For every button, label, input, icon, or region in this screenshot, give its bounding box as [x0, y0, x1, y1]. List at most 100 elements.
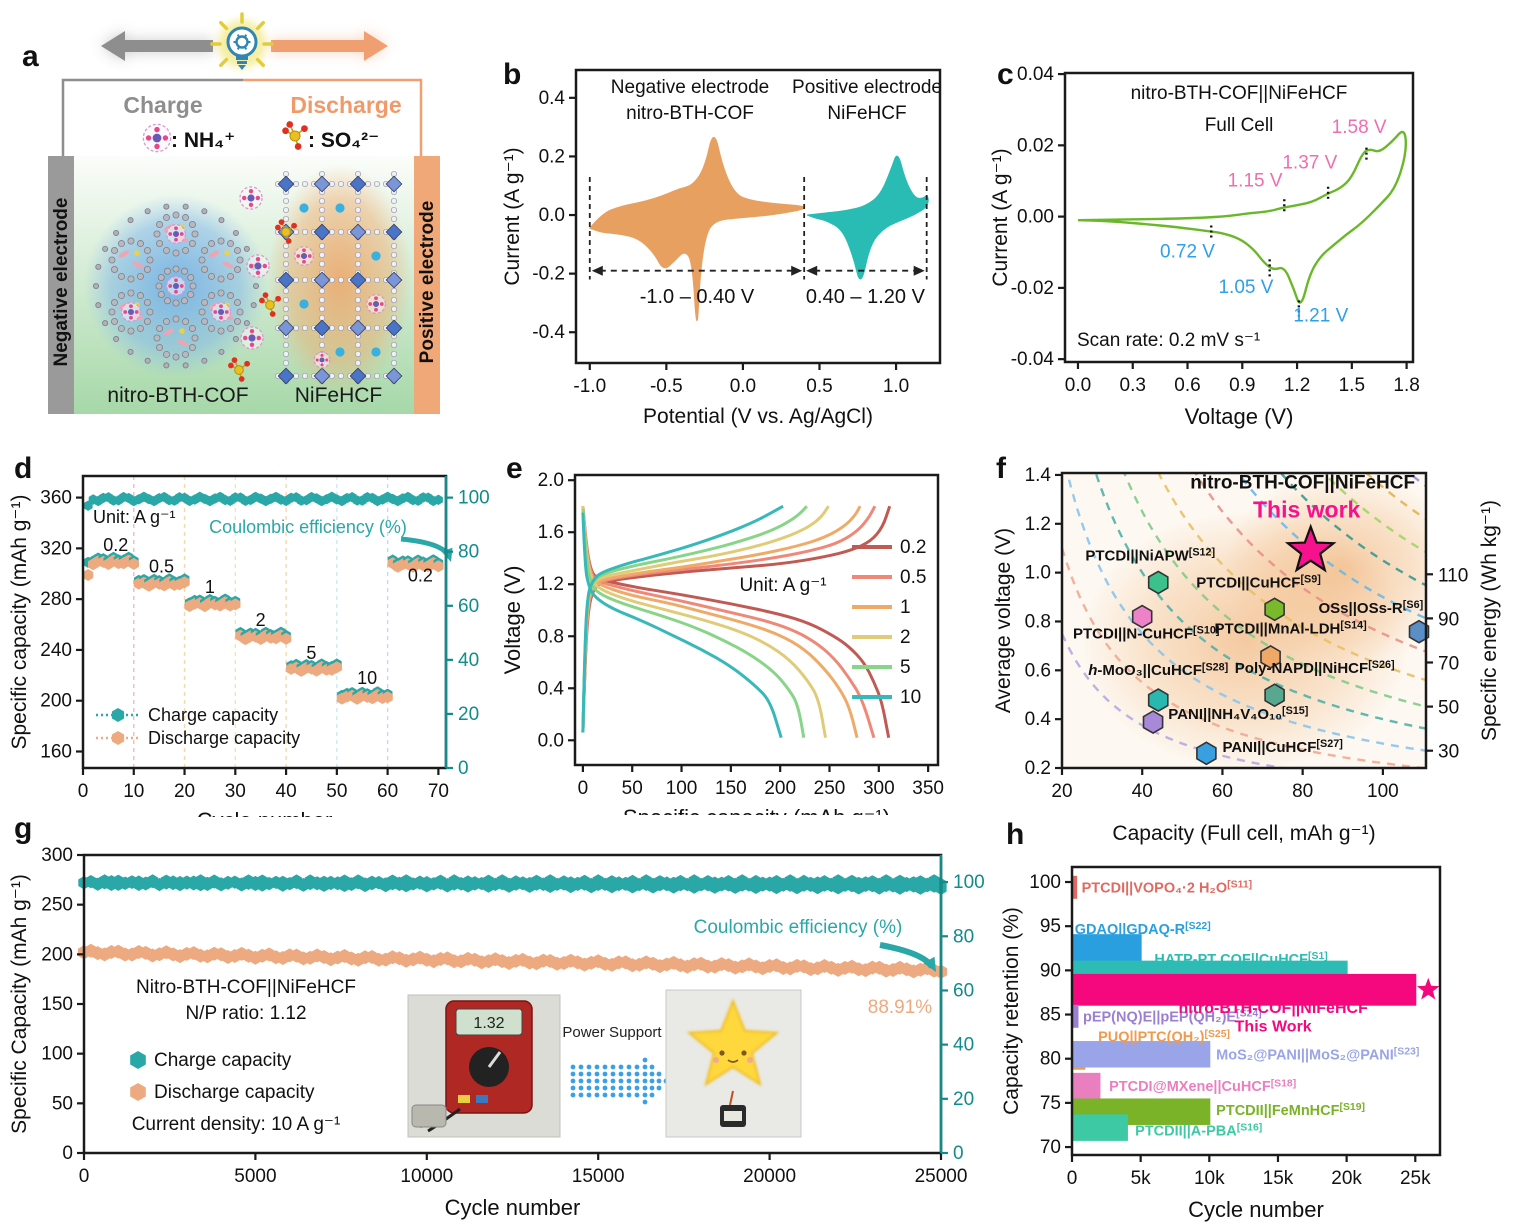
svg-text:50: 50 [52, 1093, 73, 1114]
nh4-ion-icon [246, 254, 270, 278]
svg-text:0: 0 [578, 778, 589, 799]
svg-text:0: 0 [62, 1143, 73, 1164]
svg-text:Discharge capacity: Discharge capacity [154, 1082, 315, 1103]
svg-text:50: 50 [1438, 698, 1459, 719]
svg-text:nitro-BTH-COF: nitro-BTH-COF [626, 103, 754, 124]
svg-text:10k: 10k [1194, 1168, 1225, 1189]
x-axis-ticks: 0 50 100 150 200 250 300 350 [578, 765, 944, 799]
panel-c-full-cell-cv-chart: 1.15 V 1.37 V 1.58 V 0.72 V 1.05 V 1.21 V nitr… [985, 55, 1517, 437]
x-axis-ticks: 0 5k 10k 15k 20k 25k [1067, 1155, 1431, 1189]
svg-text:0.0: 0.0 [538, 730, 564, 751]
svg-text:5000: 5000 [234, 1166, 276, 1187]
svg-text:pEP(NQ)E||pEP(QH₂)E[S24]: pEP(NQ)E||pEP(QH₂)E[S24] [1083, 1009, 1262, 1026]
panel-label-b: b [503, 58, 522, 91]
svg-text:250: 250 [814, 778, 846, 799]
svg-text:1.0: 1.0 [1025, 563, 1051, 584]
svg-text:Poly-NAPD||NiHCF[S26]: Poly-NAPD||NiHCF[S26] [1235, 659, 1395, 677]
svg-text:This work: This work [1253, 497, 1361, 523]
x-axis-ticks: 0 5000 10000 15000 20000 25000 [79, 1153, 968, 1187]
svg-text:PTCDII||A-PBA[S16]: PTCDII||A-PBA[S16] [1135, 1122, 1262, 1139]
charge-label: Charge [123, 92, 203, 118]
svg-text:Coulombic efficiency (%): Coulombic efficiency (%) [209, 517, 407, 537]
svg-text:Specific capacity (mAh g⁻¹): Specific capacity (mAh g⁻¹) [8, 495, 31, 750]
svg-text:60: 60 [1212, 781, 1233, 802]
svg-text:20: 20 [458, 704, 479, 725]
svg-text:0.3: 0.3 [1120, 375, 1146, 396]
svg-text:Coulombic efficiency (%): Coulombic efficiency (%) [694, 917, 903, 938]
light-bulb-icon [210, 12, 274, 70]
y2-axis-ticks: 0 20 40 60 80 100 [941, 872, 985, 1164]
svg-text:-1.0 – 0.40 V: -1.0 – 0.40 V [640, 286, 755, 308]
svg-text:-0.5: -0.5 [650, 376, 683, 397]
svg-text:-0.04: -0.04 [1011, 349, 1055, 370]
svg-text:Charge capacity: Charge capacity [148, 705, 278, 725]
svg-text:0.0: 0.0 [1065, 375, 1091, 396]
svg-text:PTCDI||CuHCF[S9]: PTCDI||CuHCF[S9] [1196, 573, 1321, 591]
panel-label-d: d [14, 452, 33, 485]
svg-text:1.2: 1.2 [1025, 514, 1051, 535]
svg-text:0.2: 0.2 [103, 535, 128, 555]
svg-text:-0.2: -0.2 [532, 264, 565, 285]
svg-text:88.91%: 88.91% [868, 997, 933, 1018]
svg-text:Current (A g⁻¹): Current (A g⁻¹) [501, 147, 524, 285]
svg-text:Full Cell: Full Cell [1205, 115, 1274, 136]
svg-text:0.2: 0.2 [1025, 758, 1051, 779]
svg-text:10: 10 [900, 687, 921, 708]
y-axis-ticks: -0.04 -0.02 0.00 0.02 0.04 [1011, 64, 1065, 370]
svg-text:0.40 – 1.20 V: 0.40 – 1.20 V [806, 286, 926, 308]
svg-text:50: 50 [622, 778, 643, 799]
svg-text:15k: 15k [1263, 1168, 1294, 1189]
cof-structure-art [84, 194, 268, 378]
svg-text:Specific energy (Wh kg⁻¹): Specific energy (Wh kg⁻¹) [1478, 500, 1501, 741]
panel-label-g: g [14, 812, 33, 845]
svg-text:1.6: 1.6 [538, 522, 564, 543]
svg-text:-0.02: -0.02 [1011, 278, 1054, 299]
nh4-ion-icon [293, 245, 315, 267]
this-work-star [1284, 523, 1337, 573]
right-material-label: NiFeHCF [294, 384, 383, 407]
svg-text:20: 20 [953, 1089, 974, 1110]
panel-e-charge-discharge-curves-chart: 0.2 0.5 1 2 5 10 Unit: A g⁻¹ 0 50 100 150 200 250 300… [500, 445, 982, 815]
svg-text:0.4: 0.4 [1025, 709, 1052, 730]
svg-text:40: 40 [458, 650, 479, 671]
svg-text:70: 70 [1040, 1137, 1061, 1158]
svg-text:280: 280 [40, 589, 72, 610]
svg-text:0.72 V: 0.72 V [1160, 242, 1215, 263]
svg-text:1.2: 1.2 [538, 574, 564, 595]
svg-text:-1.0: -1.0 [573, 376, 606, 397]
svg-text:5: 5 [306, 643, 316, 663]
legend: 0.2 0.5 1 2 5 10 Unit: A g⁻¹ [739, 537, 926, 708]
svg-text:1.21 V: 1.21 V [1293, 306, 1348, 327]
positive-electrode-label: Positive electrode [417, 200, 438, 364]
so4-ion-icon [259, 292, 281, 317]
x-axis-ticks: 0 10 20 30 40 50 60 70 [78, 768, 449, 802]
so4-ion-icon [275, 219, 297, 244]
svg-text:Scan rate: 0.2 mV s⁻¹: Scan rate: 0.2 mV s⁻¹ [1077, 330, 1260, 351]
svg-text:nitro-BTH-COF||NiFeHCF: nitro-BTH-COF||NiFeHCF [1190, 472, 1415, 493]
svg-text:0: 0 [458, 758, 469, 779]
svg-text:1.15 V: 1.15 V [1228, 170, 1283, 191]
svg-text:90: 90 [1438, 609, 1459, 630]
svg-text:25000: 25000 [915, 1166, 968, 1187]
discharge-arrow-icon [271, 31, 388, 61]
svg-text:100: 100 [953, 872, 985, 893]
svg-text:Current (A g⁻¹): Current (A g⁻¹) [989, 148, 1012, 286]
comparison-points [1131, 570, 1430, 766]
panel-f-performance-comparison-chart: PTCDI||NiAPW[S12] PTCDI||N-CuHCF[S10] PTCD… [990, 445, 1518, 863]
svg-text:70: 70 [1438, 653, 1459, 674]
svg-text:GDAQ||GDAQ-R[S22]: GDAQ||GDAQ-R[S22] [1075, 921, 1211, 938]
svg-text:1.5: 1.5 [1339, 375, 1365, 396]
panel-g-long-cycling-chart: Coulombic efficiency (%) 88.91% Nitro-BTH-… [8, 805, 998, 1228]
svg-text:20k: 20k [1331, 1168, 1362, 1189]
svg-text:70: 70 [428, 781, 449, 802]
svg-text:PTCDI@MXene||CuHCF[S18]: PTCDI@MXene||CuHCF[S18] [1109, 1078, 1296, 1095]
nh4-ion-icon [240, 326, 264, 350]
svg-text:200: 200 [41, 944, 73, 965]
rate-labels: 0.2 0.5 1 2 5 10 0.2 Unit: A g⁻¹ [93, 507, 433, 688]
svg-text:-0.4: -0.4 [532, 322, 565, 343]
star-lamp-photo [665, 989, 802, 1138]
svg-text:40: 40 [276, 781, 297, 802]
floating-ions [228, 186, 297, 382]
x-axis-ticks: 0.0 0.3 0.6 0.9 1.2 1.5 1.8 [1065, 362, 1420, 396]
svg-text:60: 60 [377, 781, 398, 802]
